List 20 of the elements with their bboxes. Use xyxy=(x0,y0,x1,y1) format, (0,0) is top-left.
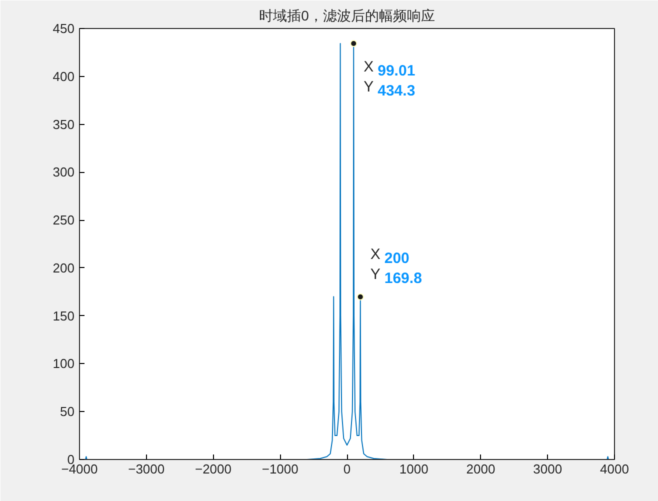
x-tick-label: 3000 xyxy=(533,462,562,476)
y-tick-label: 400 xyxy=(52,68,75,84)
y-tick-label: 450 xyxy=(52,21,75,36)
annotation: X 200 Y 169.8 xyxy=(370,246,422,287)
chart-title: 时域插0，滤波后的幅频响应 xyxy=(259,8,435,24)
y-tick-label: 250 xyxy=(52,212,75,228)
x-tick-label: −3000 xyxy=(128,462,165,476)
x-tick-label: −1000 xyxy=(262,462,298,476)
x-tick-label: 1000 xyxy=(399,462,428,476)
y-tick-label: 150 xyxy=(52,308,75,324)
y-tick-label: 350 xyxy=(52,116,75,132)
y-tick-label: 50 xyxy=(60,404,75,420)
y-tick-label: 200 xyxy=(52,260,75,276)
x-tick-label: 2000 xyxy=(466,462,496,476)
x-tick-label: 0 xyxy=(343,462,351,476)
annotation: X 99.01 Y 434.3 xyxy=(364,58,416,100)
y-tick-label: 300 xyxy=(52,164,75,180)
x-tick-label: −2000 xyxy=(194,462,232,476)
y-tick-label: 100 xyxy=(52,356,75,372)
x-tick-label: 4000 xyxy=(600,462,629,476)
